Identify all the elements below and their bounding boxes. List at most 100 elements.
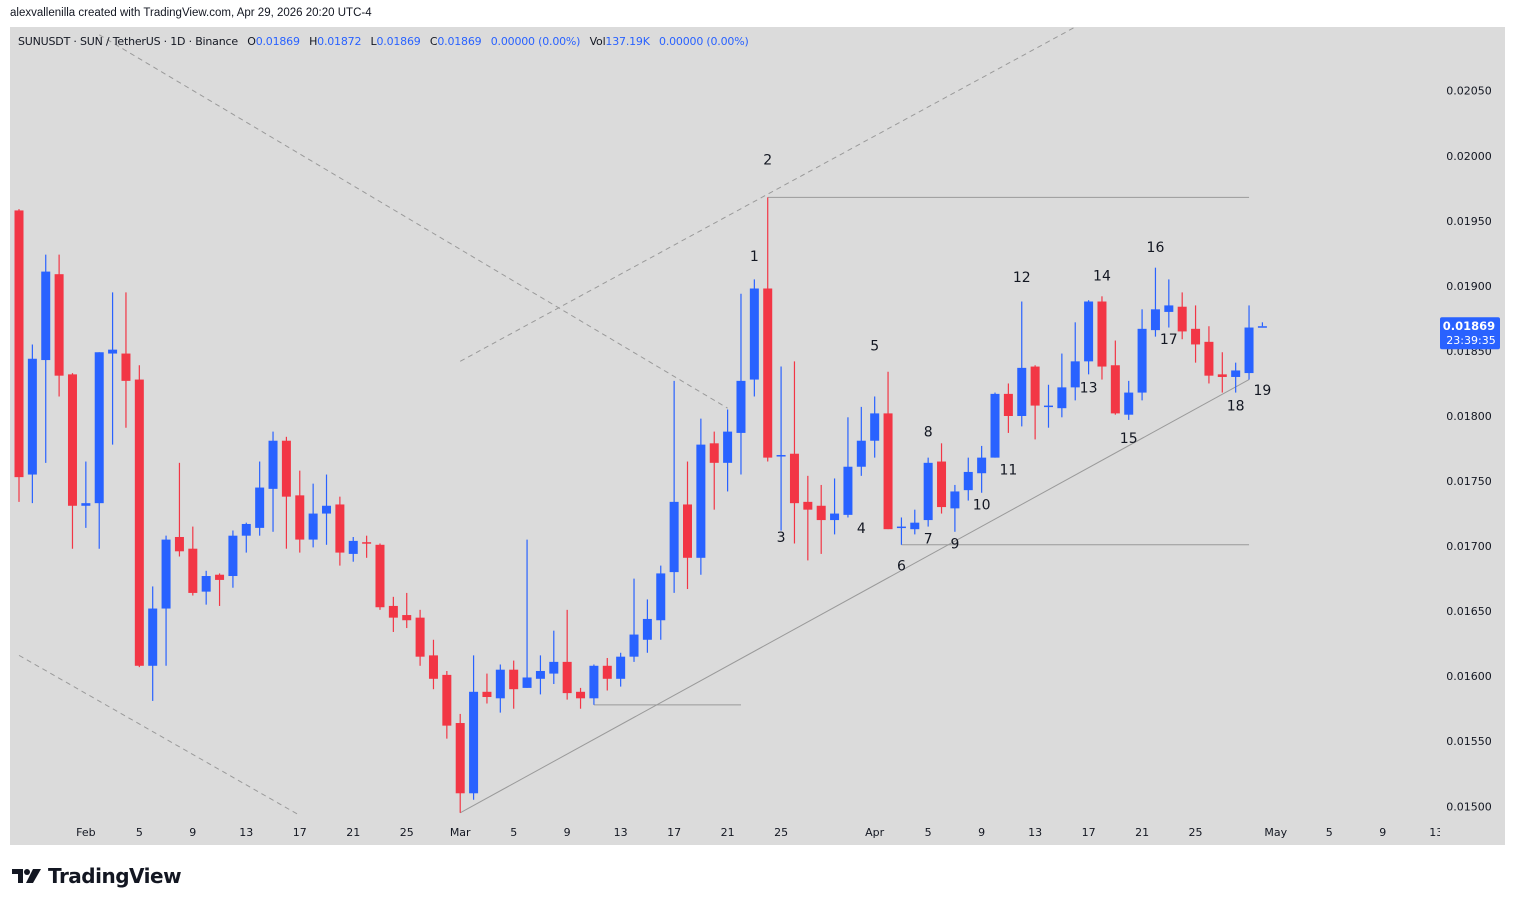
open-label: O <box>247 35 256 48</box>
wave-label[interactable]: 5 <box>870 339 879 355</box>
candle-body <box>362 542 372 544</box>
candle-up <box>1043 384 1053 428</box>
price-tick-label: 0.01900 <box>1446 280 1492 293</box>
wave-label[interactable]: 6 <box>897 559 906 575</box>
candle-body <box>1244 327 1254 374</box>
attribution-text: alexvallenilla created with TradingView.… <box>10 7 372 19</box>
last-price-tag: 0.01869 23:39:35 <box>1440 317 1500 350</box>
dashed-trend-line[interactable] <box>18 654 301 816</box>
candle-down <box>816 484 826 554</box>
chart-area[interactable] <box>10 27 1505 845</box>
candle-up <box>1137 309 1147 401</box>
wave-label[interactable]: 3 <box>777 530 786 546</box>
time-tick-label: 9 <box>1379 826 1386 839</box>
candle-body <box>1124 392 1134 415</box>
wave-label[interactable]: 18 <box>1227 399 1245 415</box>
candle-down <box>763 197 773 462</box>
wave-label[interactable]: 13 <box>1080 380 1098 396</box>
trend-line[interactable] <box>459 379 1250 814</box>
wave-label[interactable]: 19 <box>1253 383 1271 399</box>
candle-down <box>134 365 144 668</box>
price-tick-label: 0.01750 <box>1446 475 1492 488</box>
candle-up <box>977 445 987 493</box>
wave-label[interactable]: 10 <box>973 497 991 513</box>
time-axis[interactable]: Feb 5 9 13 17 21 25 Mar 5 9 13 17 21 25 Apr 5 9 13 17 21 25 M… <box>76 826 1443 839</box>
candle-body <box>963 471 973 491</box>
candle-body <box>228 535 238 577</box>
candle-up <box>1257 322 1267 328</box>
wave-label[interactable]: 1 <box>750 249 759 265</box>
candle-up <box>776 366 786 531</box>
time-tick-label: 9 <box>189 826 196 839</box>
wave-label[interactable]: 15 <box>1120 431 1138 447</box>
candle-down <box>375 543 385 610</box>
candle-body <box>509 669 519 690</box>
candle-body <box>54 274 64 376</box>
candle-body <box>870 413 880 441</box>
tradingview-logo-icon <box>12 869 41 883</box>
candle-down <box>455 713 465 813</box>
time-tick-label: 13 <box>1028 826 1042 839</box>
price-tick-label: 0.02050 <box>1446 85 1492 98</box>
candle-body <box>830 513 840 521</box>
candle-up <box>749 279 759 397</box>
wave-label[interactable]: 17 <box>1160 332 1178 348</box>
candle-body <box>27 358 37 475</box>
candle-up <box>228 530 238 588</box>
wave-label[interactable]: 4 <box>857 521 866 537</box>
close-label: C <box>429 35 438 48</box>
wave-label[interactable]: 2 <box>763 153 772 169</box>
wave-label[interactable]: 8 <box>924 425 933 441</box>
candle-body <box>776 455 786 457</box>
candle-up <box>161 535 171 666</box>
wave-label[interactable]: 11 <box>999 462 1017 478</box>
candle-body <box>415 617 425 657</box>
candle-down <box>709 431 719 510</box>
time-tick-label: Mar <box>450 826 471 839</box>
candle-up <box>549 630 559 684</box>
candle-down <box>215 573 225 606</box>
candle-up <box>923 457 933 527</box>
drawings-layer <box>18 27 1250 816</box>
tradingview-logo[interactable]: TradingView <box>12 864 182 888</box>
candle-body <box>148 608 158 666</box>
candle-up <box>255 461 265 536</box>
candle-body <box>1003 393 1013 416</box>
wave-label[interactable]: 9 <box>950 536 959 552</box>
candle-body <box>1017 367 1027 416</box>
dashed-trend-line[interactable] <box>98 34 728 409</box>
candle-down <box>562 609 572 700</box>
candle-body <box>1217 374 1227 377</box>
price-axis[interactable]: 0.020500.020000.019500.019000.018500.018… <box>1446 85 1492 814</box>
candle-up <box>1164 279 1174 328</box>
candle-up <box>108 292 118 445</box>
candle-up <box>669 380 679 593</box>
candle-down <box>362 535 372 558</box>
wave-label[interactable]: 7 <box>924 531 933 547</box>
candle-up <box>896 517 906 545</box>
candle-down <box>789 361 799 544</box>
open-value: 0.01869 <box>255 35 300 48</box>
candle-body <box>188 548 198 593</box>
candle-body <box>669 501 679 573</box>
candle-up <box>1017 301 1027 427</box>
candle-body <box>589 665 599 699</box>
candle-body <box>642 618 652 640</box>
wave-label[interactable]: 12 <box>1013 270 1031 286</box>
time-tick-label: 17 <box>293 826 307 839</box>
candle-up <box>535 655 545 695</box>
candle-up <box>736 293 746 475</box>
time-tick-label: 21 <box>1135 826 1149 839</box>
close-value: 0.01869 <box>437 35 482 48</box>
wave-label[interactable]: 14 <box>1093 268 1111 284</box>
candle-body <box>388 605 398 618</box>
time-tick-label: 5 <box>136 826 143 839</box>
symbol-description[interactable]: SUNUSDT · SUN / TetherUS · 1D · Binance <box>18 35 238 48</box>
symbol-legend[interactable]: SUNUSDT · SUN / TetherUS · 1D · Binance … <box>18 35 749 48</box>
candle-body <box>174 536 184 552</box>
wave-label[interactable]: 16 <box>1147 240 1165 256</box>
candle-body <box>789 453 799 504</box>
candle-up <box>201 570 211 605</box>
